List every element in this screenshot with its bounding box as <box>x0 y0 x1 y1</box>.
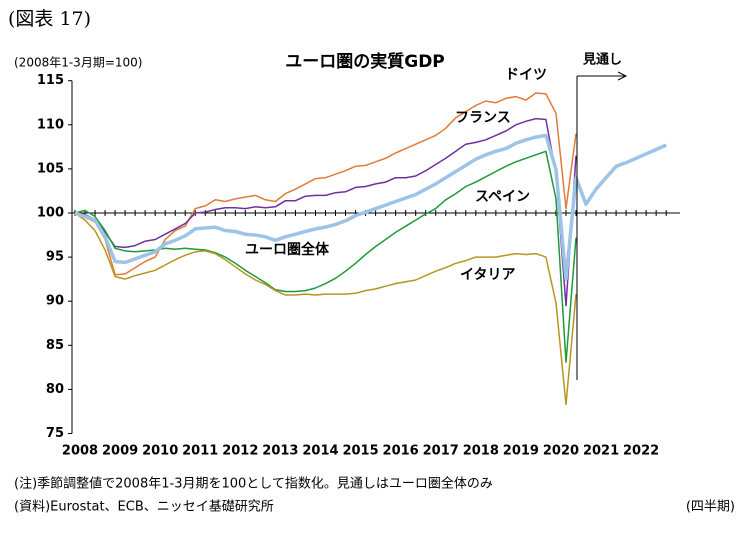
y-tick-label: 95 <box>46 250 64 265</box>
x-tick-label: 2013 <box>262 444 298 459</box>
figure-label: (図表 17) <box>8 8 91 30</box>
source: (資料)Eurostat、ECB、ニッセイ基礎研究所 <box>14 500 274 515</box>
y-tick-label: 105 <box>37 161 64 176</box>
x-tick-label: 2010 <box>142 444 178 459</box>
chart-title: ユーロ圏の実質GDP <box>285 51 445 72</box>
y-tick-label: 115 <box>37 73 64 88</box>
series-label: ユーロ圏全体 <box>245 241 330 258</box>
series-line <box>74 212 577 406</box>
y-tick-label: 80 <box>46 382 64 397</box>
x-tick-label: 2014 <box>302 444 338 459</box>
series-label: イタリア <box>460 267 515 283</box>
forecast-label: 見通し <box>582 52 622 68</box>
series-label: スペイン <box>475 189 530 205</box>
x-unit-label: (四半期) <box>686 500 735 515</box>
x-tick-label: 2016 <box>383 444 419 459</box>
series-line <box>74 133 667 281</box>
y-tick-label: 75 <box>46 426 64 441</box>
x-tick-label: 2021 <box>583 444 619 459</box>
y-tick-label: 90 <box>46 294 64 309</box>
note: (注)季節調整値で2008年1-3月期を100として指数化。見通しはユーロ圏全体… <box>14 476 493 492</box>
x-tick-label: 2015 <box>342 444 378 459</box>
series-label: フランス <box>455 110 511 126</box>
x-tick-label: 2012 <box>222 444 258 459</box>
forecast-arrowhead <box>617 71 628 81</box>
y-tick-label: 85 <box>46 338 64 353</box>
x-tick-label: 2018 <box>463 444 499 459</box>
x-tick-label: 2009 <box>102 444 138 459</box>
x-tick-label: 2020 <box>543 444 579 459</box>
x-tick-label: 2022 <box>623 444 659 459</box>
series-label: ドイツ <box>505 67 547 83</box>
y-tick-label: 100 <box>37 206 64 221</box>
series-line <box>74 117 577 307</box>
x-tick-label: 2019 <box>503 444 539 459</box>
y-tick-label: 110 <box>37 117 64 132</box>
x-tick-label: 2017 <box>423 444 459 459</box>
y-unit-label: (2008年1-3月期=100) <box>14 56 142 70</box>
x-tick-label: 2011 <box>182 444 218 459</box>
x-tick-label: 2008 <box>62 444 98 459</box>
